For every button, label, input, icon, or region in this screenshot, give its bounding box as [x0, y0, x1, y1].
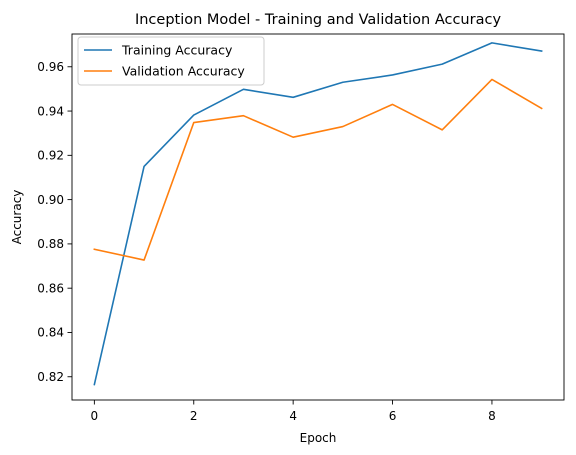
legend-box — [77, 36, 265, 86]
y-tick-label: 0.86 — [37, 281, 64, 295]
y-tick-label: 0.90 — [37, 193, 64, 207]
y-tick-label: 0.84 — [37, 326, 64, 340]
y-tick-label: 0.94 — [37, 104, 64, 118]
x-axis-ticks: 0 2 4 6 8 — [91, 400, 496, 423]
training-accuracy-legend-label: Training Accuracy — [121, 43, 233, 58]
validation-accuracy-line — [93, 78, 543, 261]
x-tick-label: 6 — [389, 409, 397, 423]
training-accuracy-line — [93, 42, 543, 386]
legend-entries: Training Accuracy Validation Accuracy — [84, 43, 245, 79]
x-axis-label: Epoch — [300, 431, 337, 445]
series-lines — [93, 42, 543, 386]
legend: Training Accuracy Validation Accuracy — [77, 36, 265, 86]
chart-title: Inception Model - Training and Validatio… — [135, 12, 501, 28]
x-tick-label: 0 — [91, 409, 99, 423]
y-tick-label: 0.88 — [37, 237, 64, 251]
x-tick-label: 4 — [289, 409, 297, 423]
y-tick-label: 0.82 — [37, 370, 64, 384]
x-tick-label: 8 — [488, 409, 496, 423]
plot-area — [72, 34, 564, 400]
plot-frame — [71, 33, 565, 401]
validation-accuracy-legend-label: Validation Accuracy — [122, 64, 245, 79]
y-tick-label: 0.96 — [37, 60, 64, 74]
y-tick-label: 0.92 — [37, 149, 64, 163]
x-tick-label: 2 — [190, 409, 198, 423]
y-axis-ticks: 0.82 0.84 0.86 0.88 0.90 0.92 0.94 0.96 — [37, 60, 72, 384]
y-axis-label: Accuracy — [10, 190, 24, 245]
